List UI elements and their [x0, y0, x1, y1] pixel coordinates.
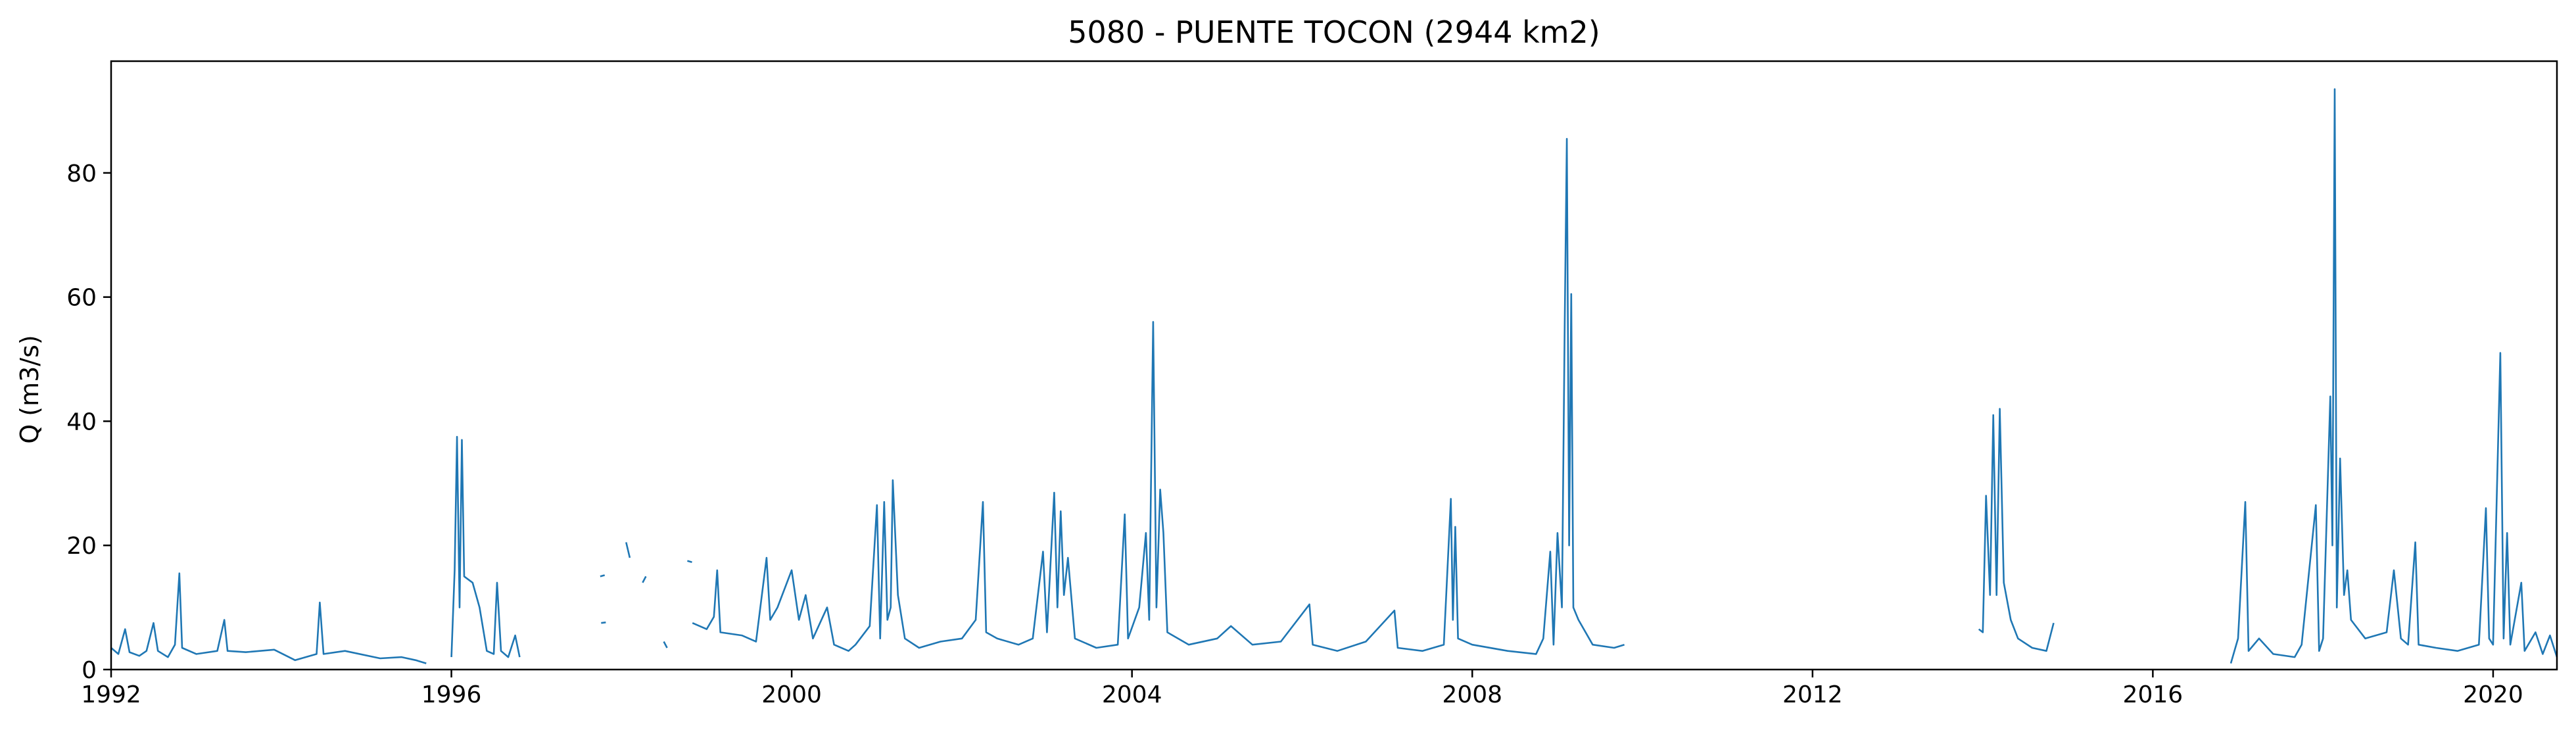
- series-line-segment-7: [687, 560, 692, 563]
- x-tick-label: 1996: [421, 681, 482, 708]
- series-layer: [110, 88, 2558, 664]
- series-line-segment-5: [642, 575, 647, 583]
- y-tick-label: 20: [66, 533, 97, 560]
- ticks-layer: 1992 1996 2000 2004 2008 2012 2016 2020 0 20 40 60 8…: [66, 160, 2523, 708]
- series-line-segment-4: [625, 542, 631, 558]
- y-tick-label: 40: [66, 408, 97, 435]
- x-tick-label: 2004: [1102, 681, 1162, 708]
- series-line-segment-3: [601, 622, 606, 624]
- y-tick-label: 80: [66, 160, 97, 187]
- x-tick-label: 2008: [1442, 681, 1502, 708]
- series-line-segment-1: [450, 435, 521, 658]
- x-tick-label: 2020: [2463, 681, 2523, 708]
- x-tick-label: 1992: [81, 681, 141, 708]
- chart-title: 5080 - PUENTE TOCON (2944 km2): [1068, 14, 1600, 50]
- x-tick-label: 2012: [1782, 681, 1843, 708]
- y-tick-label: 60: [66, 285, 97, 312]
- plot-frame: [110, 60, 2558, 671]
- x-tick-label: 2016: [2123, 681, 2183, 708]
- series-line-segment-6: [663, 641, 668, 648]
- y-tick-label: 0: [82, 657, 97, 684]
- x-tick-label: 2000: [761, 681, 822, 708]
- series-line-segment-8: [692, 137, 1625, 655]
- series-line-segment-10: [2230, 88, 2558, 664]
- series-line-segment-2: [600, 574, 606, 577]
- y-axis-label: Q (m3/s): [15, 335, 44, 443]
- series-line-segment-9: [1978, 408, 2055, 652]
- series-line-segment-0: [110, 572, 427, 664]
